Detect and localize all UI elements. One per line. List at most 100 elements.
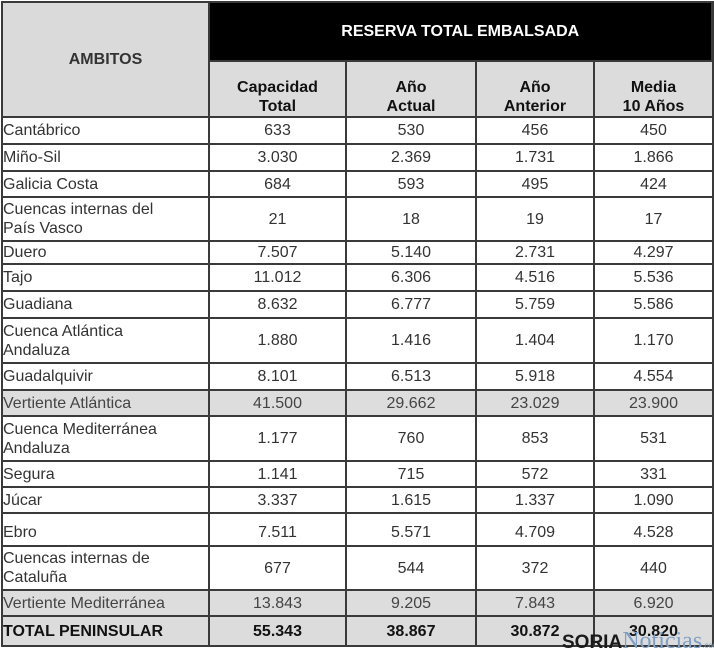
cell-anterior: 372	[475, 545, 595, 591]
row-name: TOTAL PENINSULAR	[1, 615, 210, 647]
cell-anterior: 1.731	[475, 143, 595, 172]
row-name: Cuenca Atlántica Andaluza	[1, 317, 210, 364]
cell-media: 450	[592, 116, 714, 145]
cell-anterior: 23.029	[475, 389, 595, 417]
table-row: Cuenca Atlántica Andaluza 1.880 1.416 1.4…	[1, 317, 714, 364]
table-row: Miño-Sil 3.030 2.369 1.731 1.866	[1, 143, 714, 172]
cell-actual: 1.416	[345, 317, 477, 364]
reserva-total-header: RESERVA TOTAL EMBALSADA	[207, 1, 714, 62]
cell-capacidad: 8.632	[208, 290, 347, 319]
cell-actual: 29.662	[345, 389, 477, 417]
cell-capacidad: 1.177	[208, 415, 347, 462]
cell-actual: 18	[345, 196, 477, 242]
cell-anterior: 853	[475, 415, 595, 462]
table-row: Tajo 11.012 6.306 4.516 5.536	[1, 263, 714, 292]
table-row: Júcar 3.337 1.615 1.337 1.090	[1, 486, 714, 514]
col-header-capacidad: Capacidad Total	[208, 60, 347, 118]
cell-actual: 593	[345, 170, 477, 198]
cell-media: 1.090	[592, 486, 714, 514]
row-name: Júcar	[1, 486, 210, 514]
table-row: Duero 7.507 5.140 2.731 4.297	[1, 240, 714, 265]
cell-anterior: 4.709	[475, 512, 595, 547]
cell-capacidad: 7.511	[208, 512, 347, 547]
cell-actual: 6.306	[345, 263, 477, 292]
cell-media: 4.297	[592, 240, 714, 265]
col-header-ano-anterior: Año Anterior	[475, 60, 595, 118]
header-row-group: AMBITOS RESERVA TOTAL EMBALSADA	[1, 1, 714, 118]
table-row: Galicia Costa 684 593 495 424	[1, 170, 714, 198]
row-name: Miño-Sil	[1, 143, 210, 172]
cell-capacidad: 677	[208, 545, 347, 591]
cell-capacidad: 684	[208, 170, 347, 198]
total-row: TOTAL PENINSULAR 55.343 38.867 30.872 30…	[1, 615, 714, 647]
row-name: Guadalquivir	[1, 362, 210, 391]
cell-anterior: 456	[475, 116, 595, 145]
cell-media: 331	[592, 460, 714, 488]
cell-actual: 1.615	[345, 486, 477, 514]
cell-anterior: 19	[475, 196, 595, 242]
table-row: Cuencas internas de Cataluña 677 544 372 …	[1, 545, 714, 591]
cell-actual: 715	[345, 460, 477, 488]
cell-media: 30.820	[592, 615, 714, 647]
row-name: Tajo	[1, 263, 210, 292]
cell-media: 4.554	[592, 362, 714, 391]
subtotal-row: Vertiente Mediterránea 13.843 9.205 7.84…	[1, 589, 714, 617]
cell-capacidad: 1.880	[208, 317, 347, 364]
cell-capacidad: 21	[208, 196, 347, 242]
watermark-brand-bold: SORIA	[562, 632, 623, 653]
cell-capacidad: 633	[208, 116, 347, 145]
row-name: Ebro	[1, 512, 210, 547]
row-name: Cuencas internas de Cataluña	[1, 545, 210, 591]
cell-actual: 760	[345, 415, 477, 462]
cell-anterior: 5.759	[475, 290, 595, 319]
cell-actual: 5.140	[345, 240, 477, 265]
row-name: Segura	[1, 460, 210, 488]
cell-anterior: 4.516	[475, 263, 595, 292]
cell-capacidad: 8.101	[208, 362, 347, 391]
cell-media: 424	[592, 170, 714, 198]
cell-anterior: 7.843	[475, 589, 595, 617]
table-row: Cantábrico 633 530 456 450	[1, 116, 714, 145]
row-name: Vertiente Mediterránea	[1, 589, 210, 617]
cell-actual: 38.867	[345, 615, 477, 647]
cell-actual: 6.777	[345, 290, 477, 319]
col-header-media-10: Media 10 Años	[592, 60, 714, 118]
cell-capacidad: 41.500	[208, 389, 347, 417]
cell-anterior: 30.872	[475, 615, 595, 647]
cell-capacidad: 1.141	[208, 460, 347, 488]
watermark-brand-light: Noticias	[622, 628, 703, 654]
row-name: Cantábrico	[1, 116, 210, 145]
cell-media: 5.586	[592, 290, 714, 319]
cell-anterior: 2.731	[475, 240, 595, 265]
row-name: Cuenca Mediterránea Andaluza	[1, 415, 210, 462]
table-row: Cuencas internas del País Vasco 21 18 19 …	[1, 196, 714, 242]
row-name: Cuencas internas del País Vasco	[1, 196, 210, 242]
cell-anterior: 495	[475, 170, 595, 198]
cell-media: 440	[592, 545, 714, 591]
cell-anterior: 5.918	[475, 362, 595, 391]
col-header-ano-actual: Año Actual	[345, 60, 477, 118]
cell-actual: 2.369	[345, 143, 477, 172]
row-name: Vertiente Atlántica	[1, 389, 210, 417]
table-row: Ebro 7.511 5.571 4.709 4.528	[1, 512, 714, 547]
table-row: Guadalquivir 8.101 6.513 5.918 4.554	[1, 362, 714, 391]
subtotal-row: Vertiente Atlántica 41.500 29.662 23.029…	[1, 389, 714, 417]
cell-actual: 9.205	[345, 589, 477, 617]
cell-media: 1.170	[592, 317, 714, 364]
cell-anterior: 1.337	[475, 486, 595, 514]
cell-capacidad: 55.343	[208, 615, 347, 647]
cell-actual: 530	[345, 116, 477, 145]
cell-capacidad: 13.843	[208, 589, 347, 617]
cell-media: 1.866	[592, 143, 714, 172]
cell-anterior: 572	[475, 460, 595, 488]
cell-anterior: 1.404	[475, 317, 595, 364]
cell-media: 23.900	[592, 389, 714, 417]
row-name: Galicia Costa	[1, 170, 210, 198]
cell-capacidad: 7.507	[208, 240, 347, 265]
table-row: Guadiana 8.632 6.777 5.759 5.586	[1, 290, 714, 319]
row-name: Guadiana	[1, 290, 210, 319]
cell-actual: 5.571	[345, 512, 477, 547]
cell-media: 6.920	[592, 589, 714, 617]
watermark-suffix: .com	[702, 641, 714, 650]
